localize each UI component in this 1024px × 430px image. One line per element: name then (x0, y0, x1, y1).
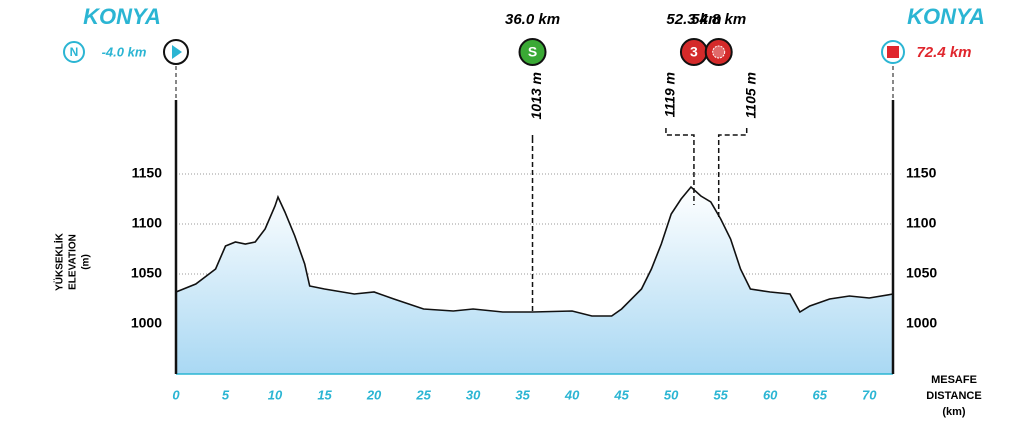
elevation-line (175, 185, 894, 317)
marker-km-label: 52.3 km (666, 11, 721, 28)
y-axis-title: YÜKSEKLİK ELEVATION (m) (53, 232, 92, 291)
x-tick-label: 40 (564, 387, 580, 402)
x-tick-label: 5 (222, 387, 230, 402)
marker-icon-text: S (528, 44, 537, 60)
y-tick-label-right: 1050 (906, 265, 937, 281)
x-axis-title-line: MESAFE (931, 374, 977, 386)
x-tick-label: 65 (812, 387, 827, 402)
x-tick-label: 15 (317, 387, 332, 402)
marker-elevation-label: 1013 m (528, 72, 544, 119)
marker-dash (717, 128, 748, 219)
y-axis-title-line: (m) (81, 254, 92, 270)
x-axis-title-line: DISTANCE (926, 390, 981, 402)
finish-town: KONYA (907, 4, 985, 29)
finish-checker (887, 46, 899, 58)
x-tick-label: 30 (466, 387, 481, 402)
marker-icon (704, 38, 733, 66)
start-flag-arrow (172, 45, 182, 59)
y-tick-label: 1000 (131, 315, 162, 331)
marker-elevation-label: 1105 m (742, 72, 758, 118)
x-tick-label: 60 (763, 387, 778, 402)
finish-label: 72.4 km (916, 44, 971, 61)
y-tick-label: 1150 (132, 165, 163, 181)
x-tick-label: 70 (862, 387, 877, 402)
marker-sprint (712, 45, 726, 59)
start-town: KONYA (83, 4, 161, 29)
x-tick-label: 50 (664, 387, 679, 402)
y-tick-label: 1100 (132, 215, 163, 231)
marker-km-label: 36.0 km (505, 11, 560, 28)
start-icon (63, 41, 85, 63)
y-tick-label-right: 1000 (906, 315, 937, 331)
x-axis-title-line: (km) (942, 406, 966, 418)
marker-km-label: 54.8 km (691, 11, 746, 28)
x-tick-label: 25 (415, 387, 431, 402)
x-tick-label: 45 (613, 387, 629, 402)
x-tick-label: 10 (268, 387, 283, 402)
x-tick-label: 0 (172, 387, 180, 402)
elevation-area (176, 187, 893, 374)
y-tick-label: 1050 (131, 265, 162, 281)
marker-dash (665, 128, 695, 205)
x-tick-label: 55 (713, 387, 728, 402)
start-icon-text: N (70, 45, 79, 59)
y-tick-label-right: 1100 (906, 215, 937, 231)
x-axis-title: MESAFE DISTANCE (km) (926, 374, 981, 418)
y-axis-title-line: ELEVATION (68, 234, 79, 290)
x-tick-label: 35 (515, 387, 530, 402)
y-axis-title-line: YÜKSEKLİK (53, 232, 66, 291)
y-tick-label-right: 1150 (906, 165, 937, 181)
start-label: -4.0 km (102, 44, 147, 59)
marker-elevation-label: 1119 m (662, 72, 678, 117)
marker-icon (518, 38, 547, 66)
marker-icon-text: 3 (690, 44, 698, 60)
x-tick-label: 20 (366, 387, 382, 402)
